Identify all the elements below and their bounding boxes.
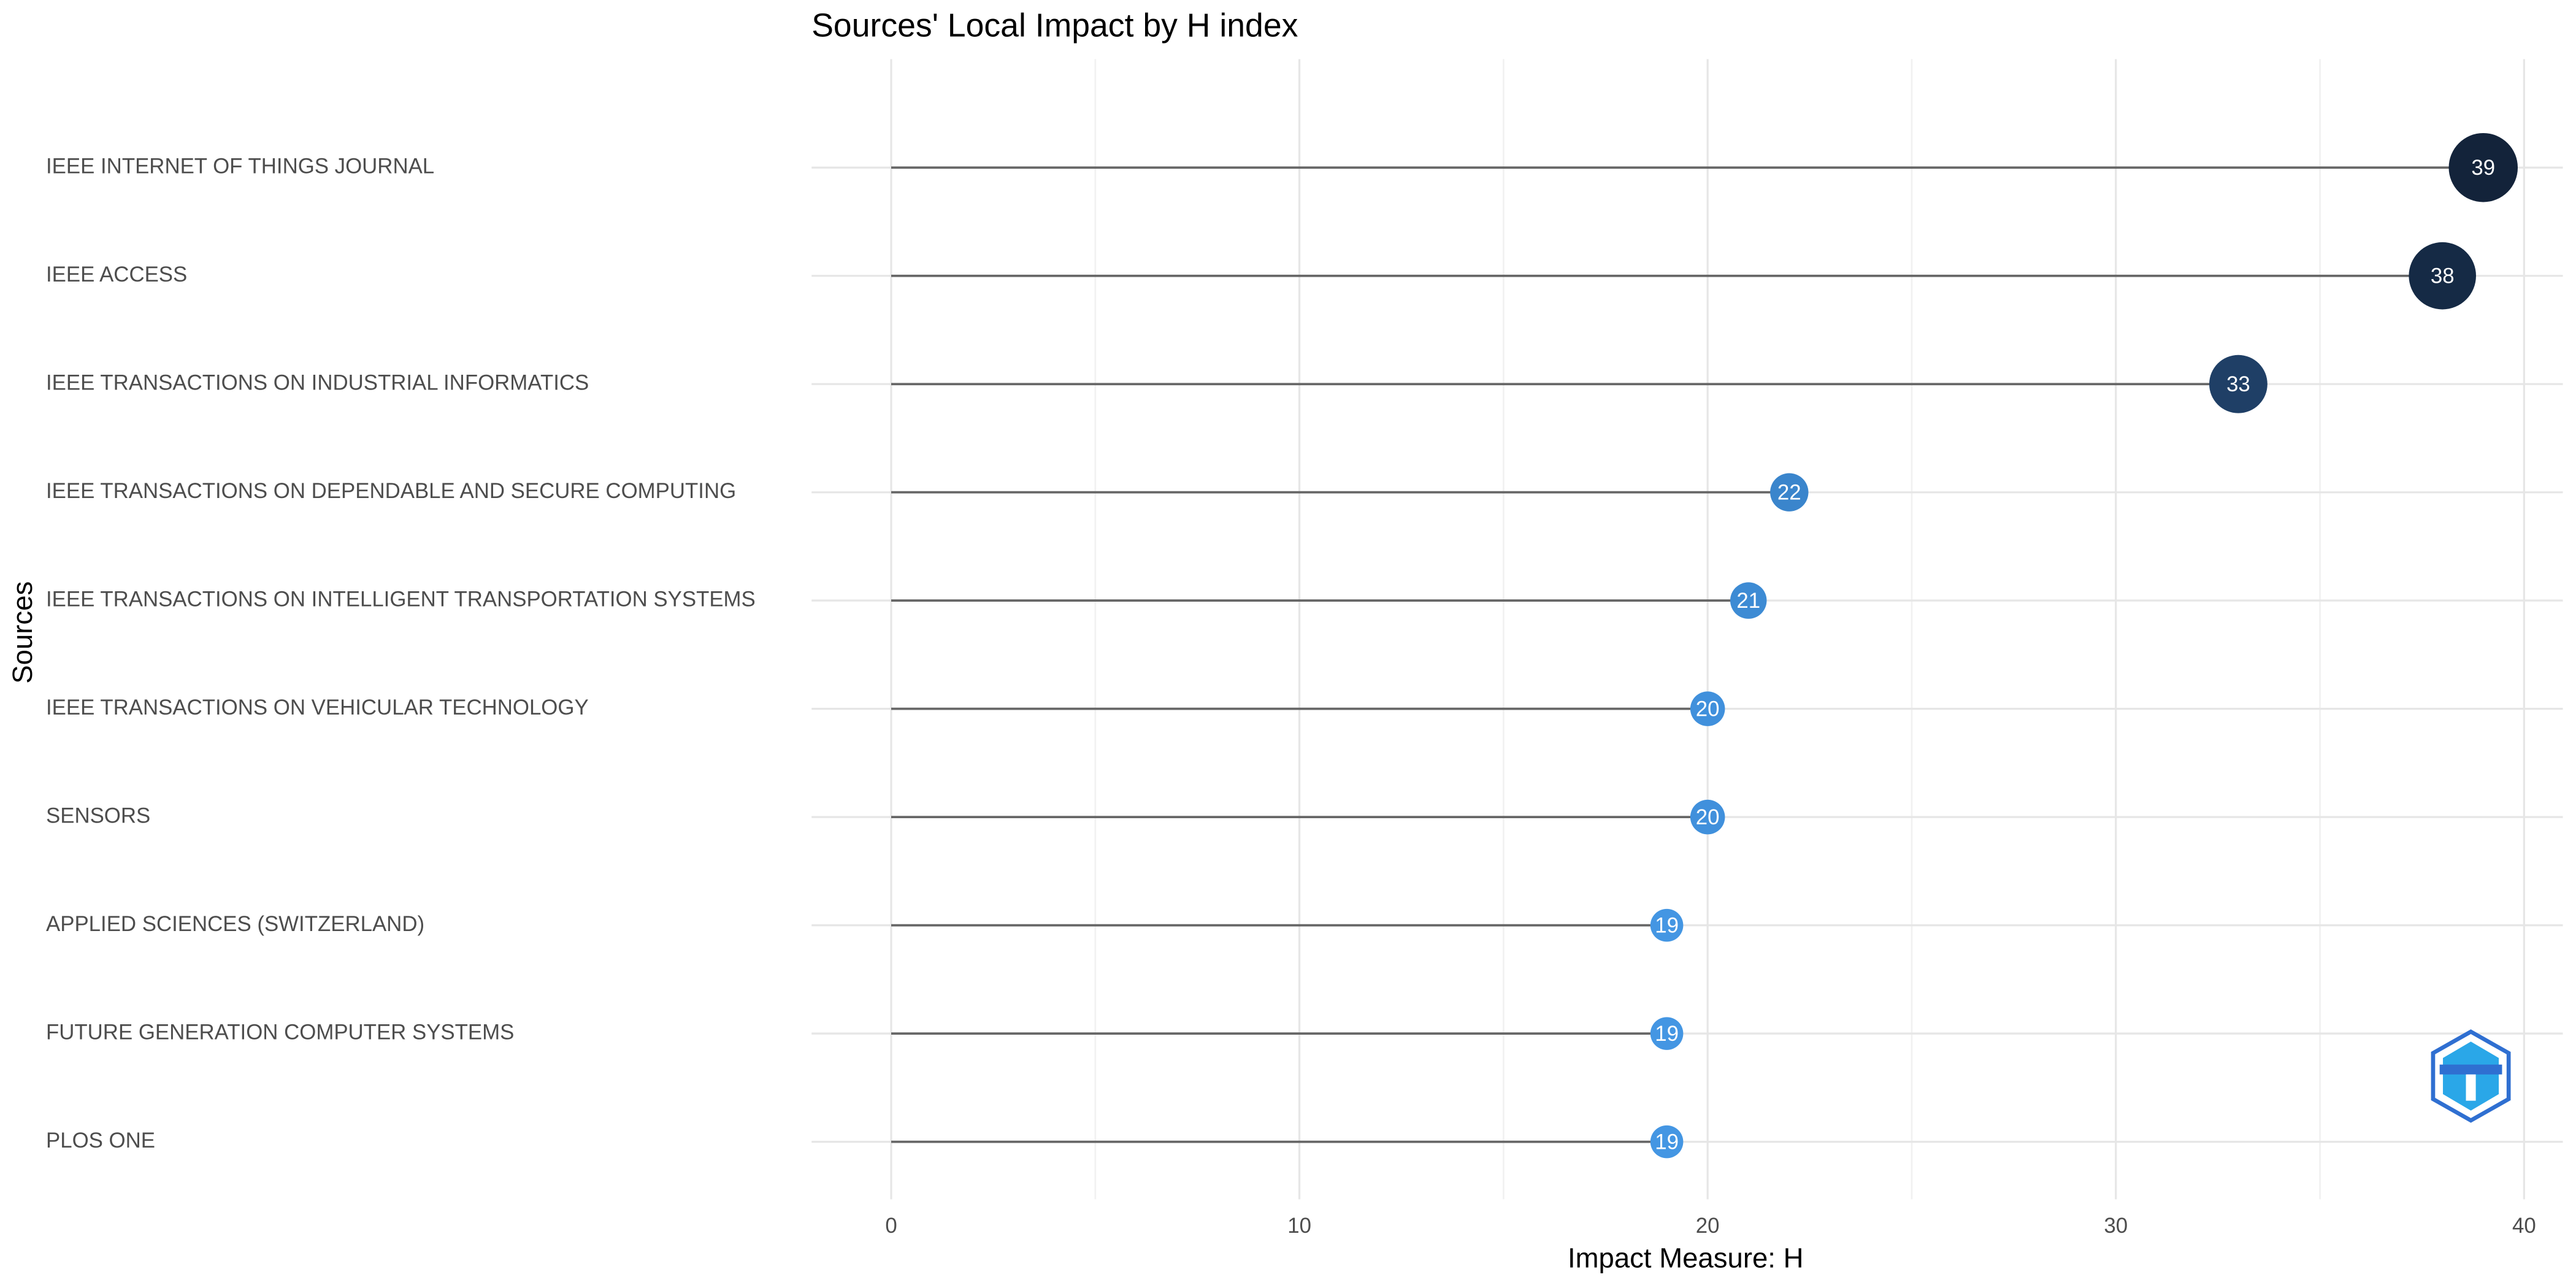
value-label: 19 bbox=[1655, 1130, 1679, 1154]
logo-tower bbox=[2466, 1074, 2476, 1101]
y-tick-label: IEEE TRANSACTIONS ON INTELLIGENT TRANSPO… bbox=[46, 587, 756, 611]
x-tick-label: 20 bbox=[1696, 1214, 1720, 1238]
dot bbox=[1650, 908, 1684, 942]
y-tick-label: SENSORS bbox=[46, 803, 150, 827]
y-axis-label: Sources bbox=[7, 581, 38, 684]
logo bbox=[2431, 1029, 2511, 1123]
value-label: 20 bbox=[1696, 805, 1720, 829]
x-tick-label: 40 bbox=[2512, 1214, 2536, 1238]
chart-title: Sources' Local Impact by H index bbox=[811, 8, 1298, 44]
x-tick-label: 30 bbox=[2104, 1214, 2128, 1238]
dot bbox=[2409, 242, 2477, 310]
dot bbox=[2448, 132, 2518, 202]
value-label: 22 bbox=[1777, 481, 1801, 505]
dot bbox=[1650, 1017, 1684, 1050]
y-tick-label: PLOS ONE bbox=[46, 1129, 155, 1152]
value-label: 21 bbox=[1736, 589, 1760, 613]
dot bbox=[1690, 691, 1725, 726]
dot bbox=[1690, 799, 1725, 835]
dot bbox=[1650, 1125, 1684, 1159]
x-tick-label: 0 bbox=[885, 1214, 897, 1238]
value-label: 19 bbox=[1655, 914, 1679, 938]
value-label: 38 bbox=[2431, 264, 2455, 288]
y-tick-label: IEEE TRANSACTIONS ON DEPENDABLE AND SECU… bbox=[46, 479, 736, 503]
logo-band bbox=[2439, 1064, 2502, 1075]
dot bbox=[1770, 473, 1809, 512]
y-tick-label: IEEE TRANSACTIONS ON INDUSTRIAL INFORMAT… bbox=[46, 370, 589, 394]
y-tick-label: IEEE ACCESS bbox=[46, 263, 187, 286]
x-axis-label: Impact Measure: H bbox=[1568, 1242, 1803, 1273]
value-label: 19 bbox=[1655, 1022, 1679, 1046]
y-tick-label: FUTURE GENERATION COMPUTER SYSTEMS bbox=[46, 1020, 514, 1044]
value-label: 20 bbox=[1696, 697, 1720, 721]
dot bbox=[1730, 582, 1767, 619]
y-tick-label: APPLIED SCIENCES (SWITZERLAND) bbox=[46, 912, 424, 936]
y-tick-label: IEEE TRANSACTIONS ON VEHICULAR TECHNOLOG… bbox=[46, 696, 589, 719]
dot bbox=[2209, 355, 2267, 413]
x-tick-label: 10 bbox=[1287, 1214, 1311, 1238]
y-tick-label: IEEE INTERNET OF THINGS JOURNAL bbox=[46, 154, 434, 178]
value-label: 33 bbox=[2226, 372, 2250, 396]
value-label: 39 bbox=[2471, 156, 2495, 180]
